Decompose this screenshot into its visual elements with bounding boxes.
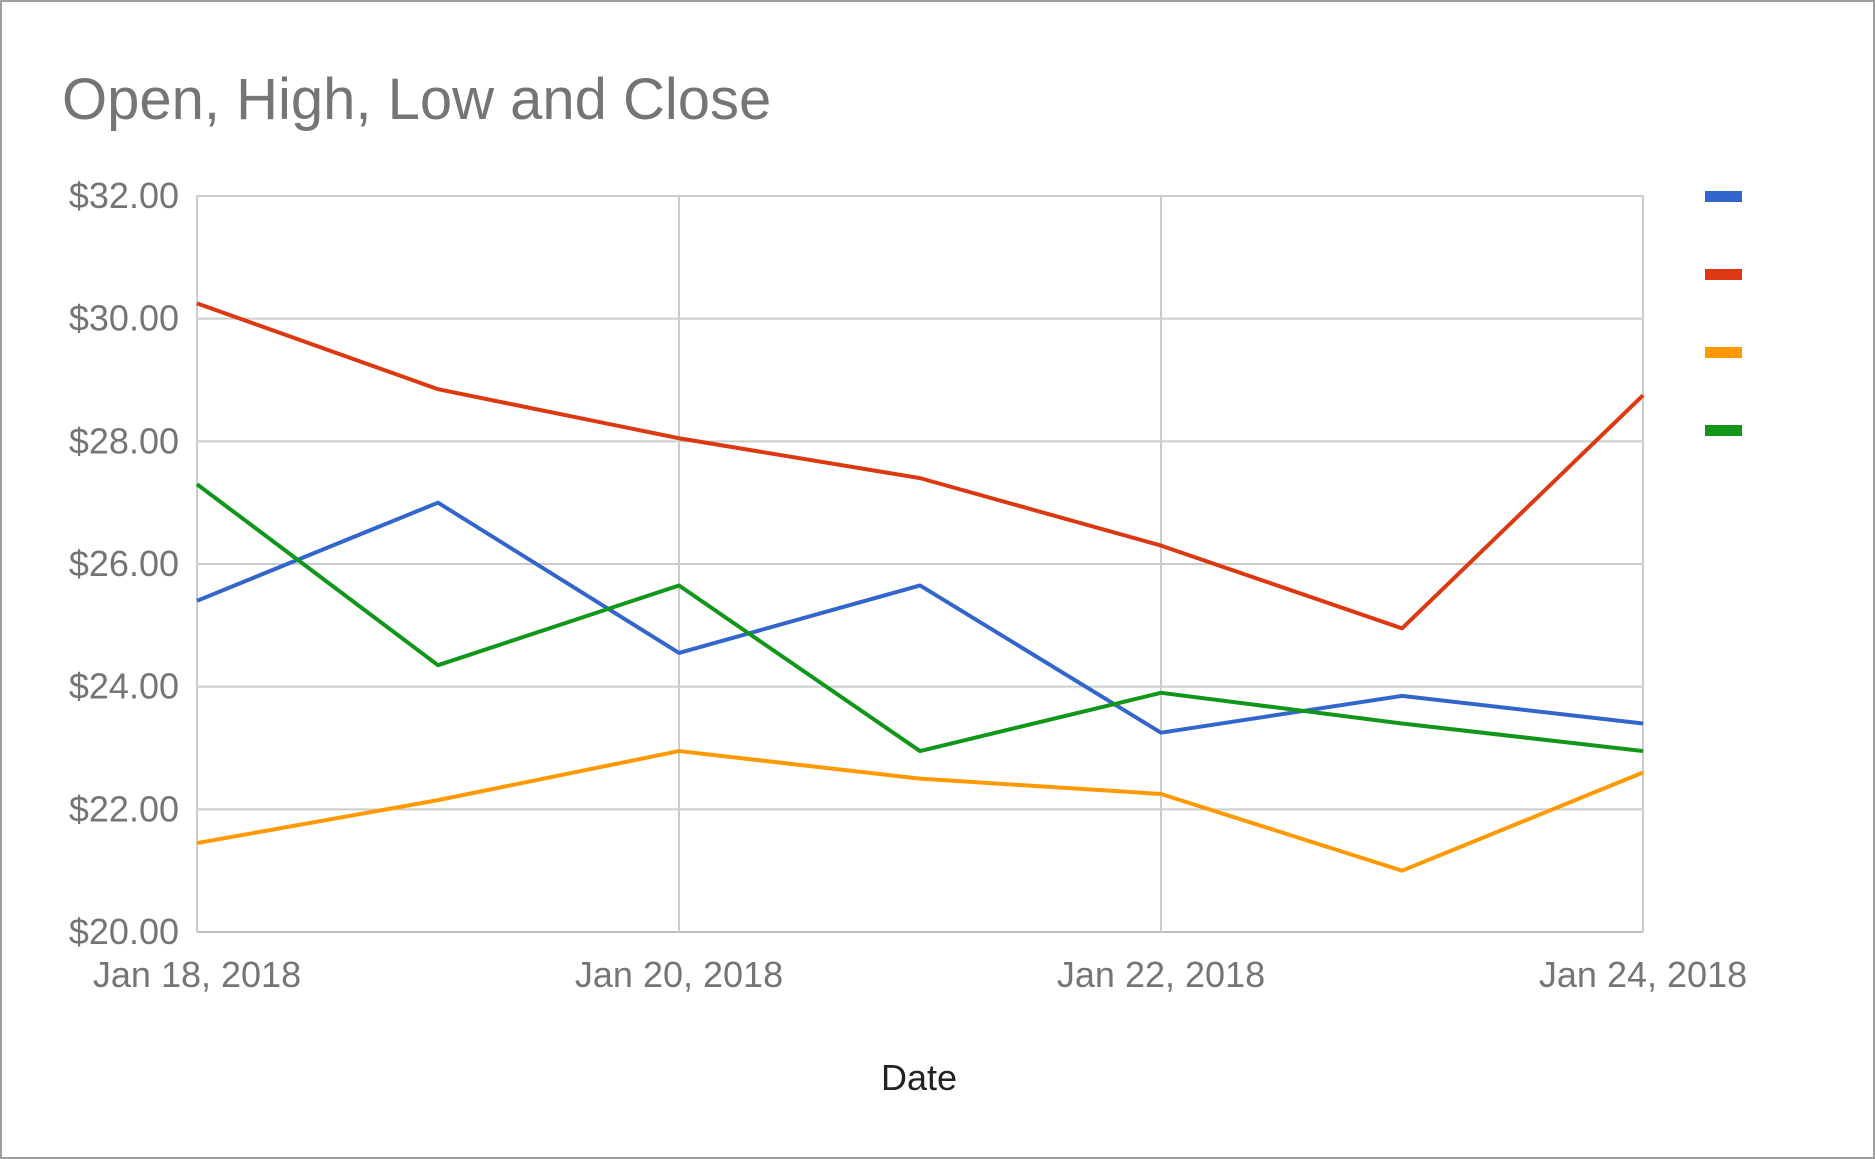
gridlines: [196, 195, 1644, 933]
legend-swatch-1: [1705, 191, 1742, 202]
x-tick-label: Jan 24, 2018: [1539, 954, 1747, 995]
legend: [1705, 191, 1742, 436]
y-tick-label: $20.00: [69, 911, 179, 952]
legend-swatch-3: [1705, 347, 1742, 358]
x-axis-ticks: Jan 18, 2018 Jan 20, 2018 Jan 22, 2018 Jan …: [93, 954, 1747, 995]
y-tick-label: $24.00: [69, 666, 179, 707]
y-tick-label: $30.00: [69, 298, 179, 339]
series-line-4: [195, 482, 1644, 754]
y-tick-label: $26.00: [69, 543, 179, 584]
legend-swatch-4: [1705, 425, 1742, 436]
chart-title: Open, High, Low and Close: [62, 67, 771, 132]
series-line-3: [196, 749, 1644, 873]
y-axis-ticks: $20.00 $22.00 $24.00 $26.00 $28.00 $30.00 $32.…: [69, 175, 179, 952]
series-line-1: [196, 500, 1644, 735]
series-lines: [195, 301, 1645, 873]
y-tick-label: $22.00: [69, 788, 179, 829]
legend-swatch-2: [1705, 269, 1742, 280]
y-tick-label: $32.00: [69, 175, 179, 216]
x-tick-label: Jan 22, 2018: [1057, 954, 1265, 995]
series-line-2: [196, 301, 1645, 631]
y-tick-label: $28.00: [69, 420, 179, 461]
x-tick-label: Jan 20, 2018: [575, 954, 783, 995]
x-axis-title: Date: [881, 1057, 957, 1098]
x-tick-label: Jan 18, 2018: [93, 954, 301, 995]
